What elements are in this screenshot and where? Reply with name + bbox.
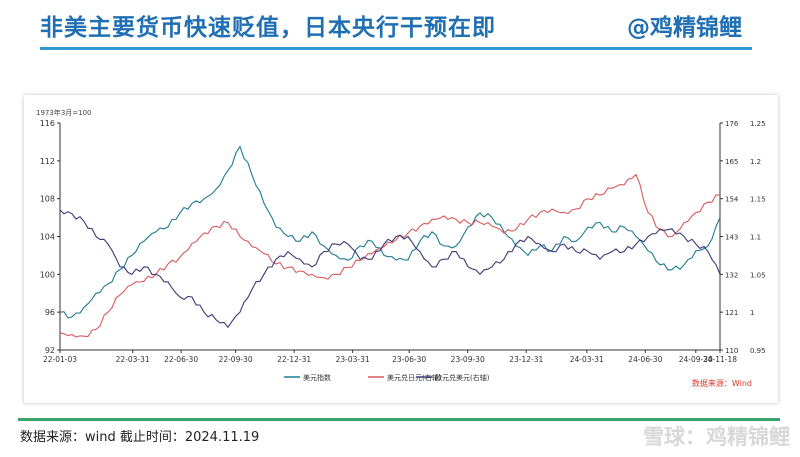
page-title: 非美主要货币快速贬值，日本央行干预在即 [40, 15, 496, 41]
author-handle: @鸡精锦鲤 [627, 15, 742, 41]
x-axis-tick-label: 23-09-30 [451, 355, 485, 364]
y-axis-unit-label: 1973年3月=100 [36, 108, 92, 117]
x-axis-tick-label: 22-06-30 [164, 355, 198, 364]
chart-source-note: 数据来源：Wind [692, 378, 752, 388]
right-axis-tick-label: 132 [725, 271, 738, 279]
x-axis-tick-label: 24-09-30 [679, 355, 713, 364]
chart-panel: 1973年3月=100 92 96 100 104 108 112 116 110 121 132 1… [24, 95, 778, 403]
right-inner-axis-tick-label: 1.1 [750, 234, 761, 242]
series-line-eurusd [59, 209, 721, 329]
title-underline [40, 47, 752, 50]
right-inner-axis-tick-label: 1 [750, 309, 754, 317]
right-axis-tick-label: 121 [725, 309, 738, 317]
left-axis-tick-label: 104 [40, 233, 55, 242]
right-axis-tick-label: 176 [725, 120, 739, 128]
x-axis-tick-label: 23-06-30 [392, 355, 426, 364]
x-axis-tick-label: 24-06-30 [628, 355, 662, 364]
footer-source: 数据来源：wind 截止时间：2024.11.19 [20, 430, 260, 445]
x-axis-tick-label: 24-11-18 [703, 355, 737, 364]
right-axis-tick-label: 143 [725, 234, 738, 242]
x-axis-tick-label: 23-03-31 [336, 355, 370, 364]
right-inner-axis-tick-label: 1.15 [750, 196, 766, 204]
x-axis-tick-label: 24-03-31 [570, 355, 604, 364]
legend-label-usd-index: 美元指数 [303, 373, 331, 382]
right-inner-axis-tick-label: 1.25 [750, 120, 766, 128]
x-axis-tick-label: 22-03-31 [116, 355, 150, 364]
right-axis-tick-label: 110 [725, 347, 738, 355]
x-axis-tick-label: 22-12-31 [277, 355, 311, 364]
legend-label-eurusd: 欧元兑美元(右轴) [435, 373, 490, 382]
left-axis-tick-label: 108 [40, 195, 55, 204]
left-axis-tick-label: 100 [40, 270, 55, 279]
left-axis-tick-label: 116 [40, 119, 55, 128]
left-axis-tick-label: 96 [45, 308, 55, 317]
right-axis-tick-label: 154 [725, 196, 739, 204]
right-inner-axis-tick-label: 1.05 [750, 271, 766, 279]
right-axis-tick-label: 165 [725, 158, 738, 166]
watermark: 雪球：鸡精锦鲤 [643, 425, 790, 449]
right-inner-axis-tick-label: 1.2 [750, 158, 761, 166]
legend-label-usdjpy: 美元兑日元(右轴) [387, 373, 442, 382]
left-axis-tick-label: 112 [40, 157, 55, 166]
x-axis-tick-label: 22-09-30 [219, 355, 253, 364]
series-line-usdjpy [59, 173, 721, 338]
footer-divider [18, 418, 780, 421]
x-axis-tick-label: 23-12-31 [509, 355, 543, 364]
x-axis-tick-label: 22-01-03 [43, 355, 77, 364]
left-axis-tick-label: 92 [45, 346, 55, 355]
header: 非美主要货币快速贬值，日本央行干预在即 @鸡精锦鲤 [0, 0, 800, 50]
right-inner-axis-tick-label: 0.95 [750, 347, 766, 355]
line-chart: 1973年3月=100 92 96 100 104 108 112 116 110 121 132 1… [36, 108, 766, 388]
series-line-usd-index [59, 145, 721, 319]
